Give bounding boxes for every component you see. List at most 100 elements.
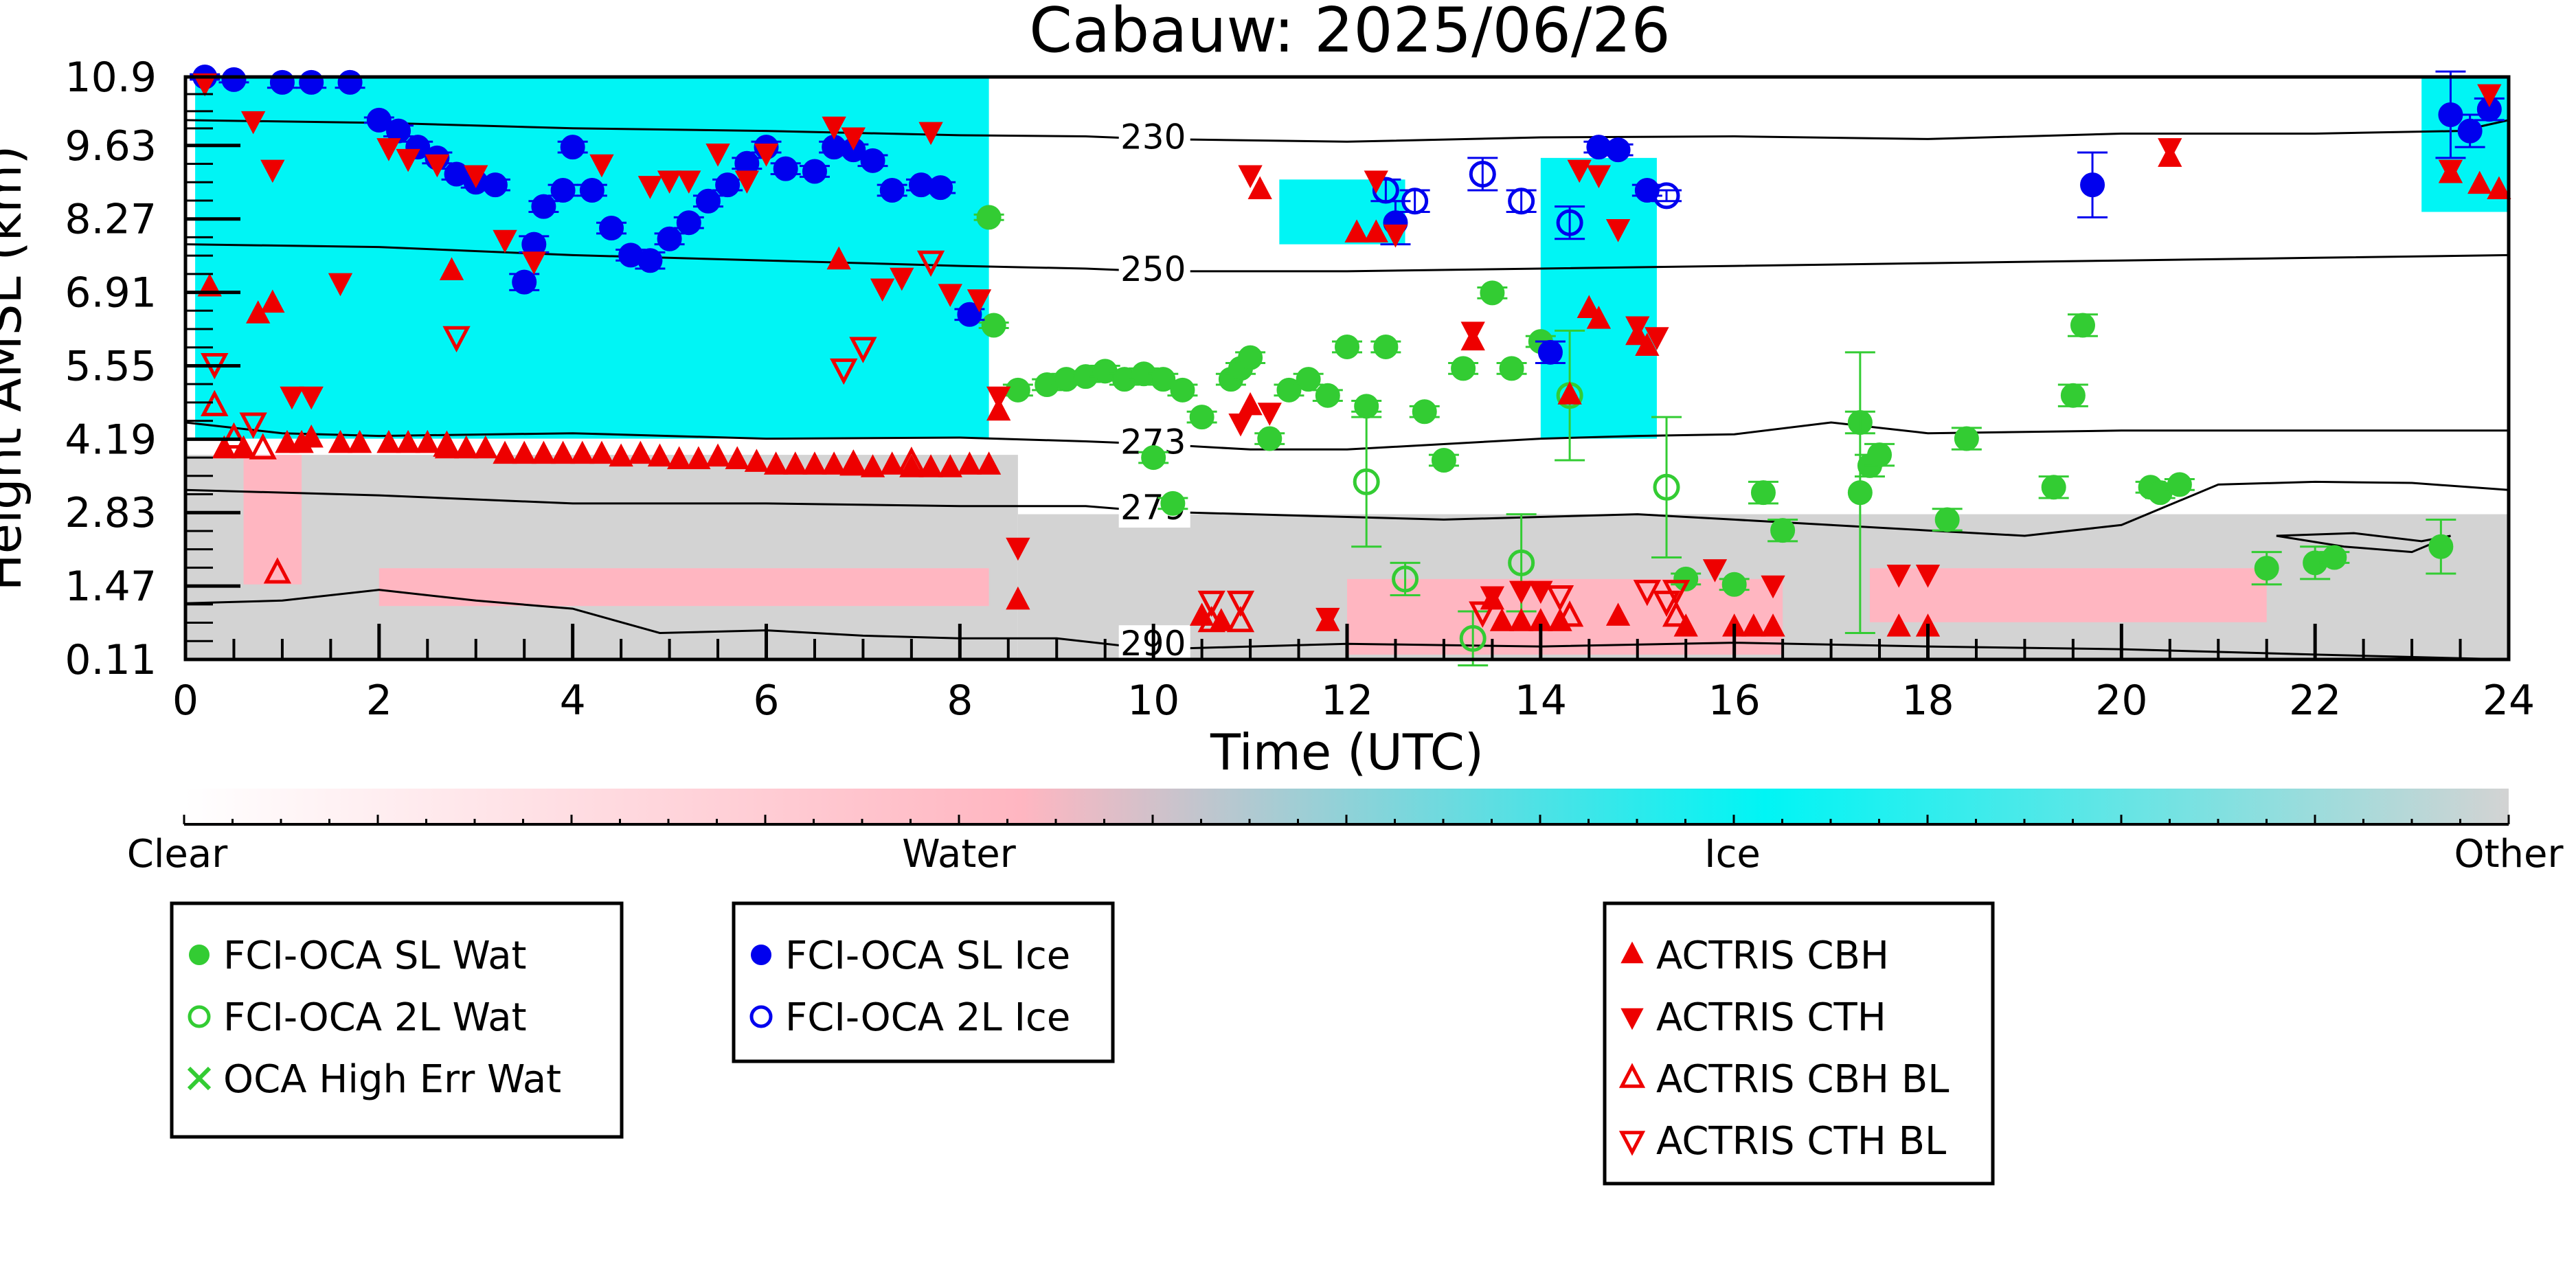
y-axis: 0.11 1.47 2.83 4.19 5.55 6.91 8.27 9.63 10.9 bbox=[65, 54, 240, 684]
data-point bbox=[1509, 580, 1534, 605]
contour-line bbox=[185, 589, 2509, 661]
legend-label: ACTRIS CTH BL bbox=[1656, 1119, 1946, 1164]
data-point bbox=[1401, 188, 1429, 215]
data-point bbox=[442, 326, 471, 353]
data-point bbox=[2070, 313, 2095, 338]
data-point bbox=[1750, 480, 1776, 506]
data-point bbox=[1315, 607, 1340, 631]
data-point bbox=[493, 440, 517, 464]
data-point bbox=[763, 451, 789, 475]
data-point bbox=[1567, 159, 1592, 183]
data-point bbox=[2467, 170, 2492, 194]
data-point bbox=[570, 440, 595, 464]
data-point bbox=[1353, 468, 1380, 495]
data-point bbox=[221, 67, 247, 92]
data-point bbox=[1228, 413, 1253, 437]
data-point bbox=[1673, 566, 1699, 591]
legend-frame bbox=[170, 901, 624, 1139]
data-point bbox=[1469, 601, 1497, 628]
data-point bbox=[1556, 209, 1583, 236]
y-tick-label: 8.27 bbox=[65, 196, 157, 244]
data-point bbox=[822, 116, 846, 140]
data-point bbox=[1886, 565, 1911, 588]
data-point bbox=[1721, 572, 1747, 597]
data-point bbox=[1257, 403, 1282, 426]
y-tick-label: 1.47 bbox=[65, 563, 157, 611]
data-point bbox=[1605, 219, 1631, 242]
legend-label: ACTRIS CBH BL bbox=[1656, 1057, 1949, 1102]
data-point bbox=[1189, 405, 1214, 430]
data-point bbox=[249, 433, 277, 460]
data-point bbox=[1373, 334, 1399, 359]
data-point bbox=[1489, 608, 1515, 631]
data-point bbox=[239, 412, 267, 439]
data-point bbox=[275, 429, 300, 453]
data-point bbox=[773, 156, 798, 181]
x-tick-label: 18 bbox=[1901, 677, 1954, 725]
ice-region bbox=[195, 77, 989, 439]
data-point bbox=[1005, 377, 1030, 403]
data-point bbox=[1412, 399, 1437, 425]
data-point bbox=[705, 144, 730, 167]
data-point bbox=[1451, 356, 1476, 381]
data-point bbox=[2457, 118, 2483, 144]
data-point bbox=[938, 284, 962, 307]
data-point bbox=[686, 446, 711, 469]
data-point bbox=[589, 440, 614, 464]
legend-frame bbox=[732, 901, 1115, 1063]
data-point bbox=[299, 425, 324, 448]
y-axis-title: Height AMSL (km) bbox=[0, 146, 32, 591]
data-point bbox=[328, 273, 353, 297]
data-point bbox=[473, 435, 498, 459]
data-point bbox=[464, 165, 488, 189]
data-point bbox=[1296, 367, 1321, 392]
data-point bbox=[676, 210, 701, 236]
data-point bbox=[754, 144, 779, 167]
legend-box-1: FCI-OCA SL Wat FCI-OCA 2L Wat OCA High Err… bbox=[170, 901, 624, 1139]
data-point bbox=[1469, 160, 1496, 188]
legend-label: FCI-OCA 2L Wat bbox=[223, 995, 527, 1040]
data-point bbox=[1761, 575, 1785, 599]
data-point bbox=[1247, 176, 1272, 200]
data-point bbox=[1633, 580, 1661, 607]
contour-line bbox=[2276, 532, 2451, 554]
series-actris-cth bbox=[192, 73, 2502, 631]
legend-marker bbox=[187, 1066, 212, 1091]
data-point bbox=[647, 443, 673, 467]
data-point bbox=[1238, 392, 1263, 416]
data-point bbox=[822, 451, 846, 475]
contour-line bbox=[185, 119, 2509, 143]
data-point bbox=[667, 446, 692, 469]
data-point bbox=[260, 159, 285, 183]
x-tick-label: 0 bbox=[172, 677, 199, 725]
data-point bbox=[512, 269, 537, 295]
data-point bbox=[2322, 545, 2347, 570]
data-point bbox=[1555, 600, 1584, 627]
data-point bbox=[1847, 480, 1873, 506]
data-point bbox=[1645, 327, 1669, 350]
legend-label: FCI-OCA SL Wat bbox=[223, 934, 527, 978]
data-point bbox=[725, 446, 749, 469]
data-point bbox=[637, 248, 663, 273]
y-tick-label: 0.11 bbox=[65, 636, 157, 684]
data-point bbox=[454, 435, 479, 459]
data-point bbox=[1586, 306, 1612, 329]
data-point bbox=[890, 267, 914, 291]
data-point bbox=[433, 430, 461, 457]
colorbar-label: Water bbox=[902, 832, 1017, 877]
data-point bbox=[1006, 586, 1030, 610]
data-point bbox=[376, 138, 401, 161]
legend-label: FCI-OCA SL Ice bbox=[785, 934, 1070, 978]
data-point bbox=[1741, 613, 1766, 637]
x-tick-label: 6 bbox=[753, 677, 779, 725]
legend-marker bbox=[1618, 1063, 1646, 1088]
data-point bbox=[1335, 334, 1359, 359]
data-point bbox=[609, 443, 633, 467]
data-point bbox=[1635, 332, 1660, 356]
data-point bbox=[337, 69, 363, 95]
data-point bbox=[628, 440, 653, 464]
contour-label: 230 bbox=[1120, 117, 1186, 157]
data-point bbox=[425, 154, 450, 178]
data-point bbox=[860, 454, 885, 477]
data-point bbox=[1702, 559, 1728, 583]
